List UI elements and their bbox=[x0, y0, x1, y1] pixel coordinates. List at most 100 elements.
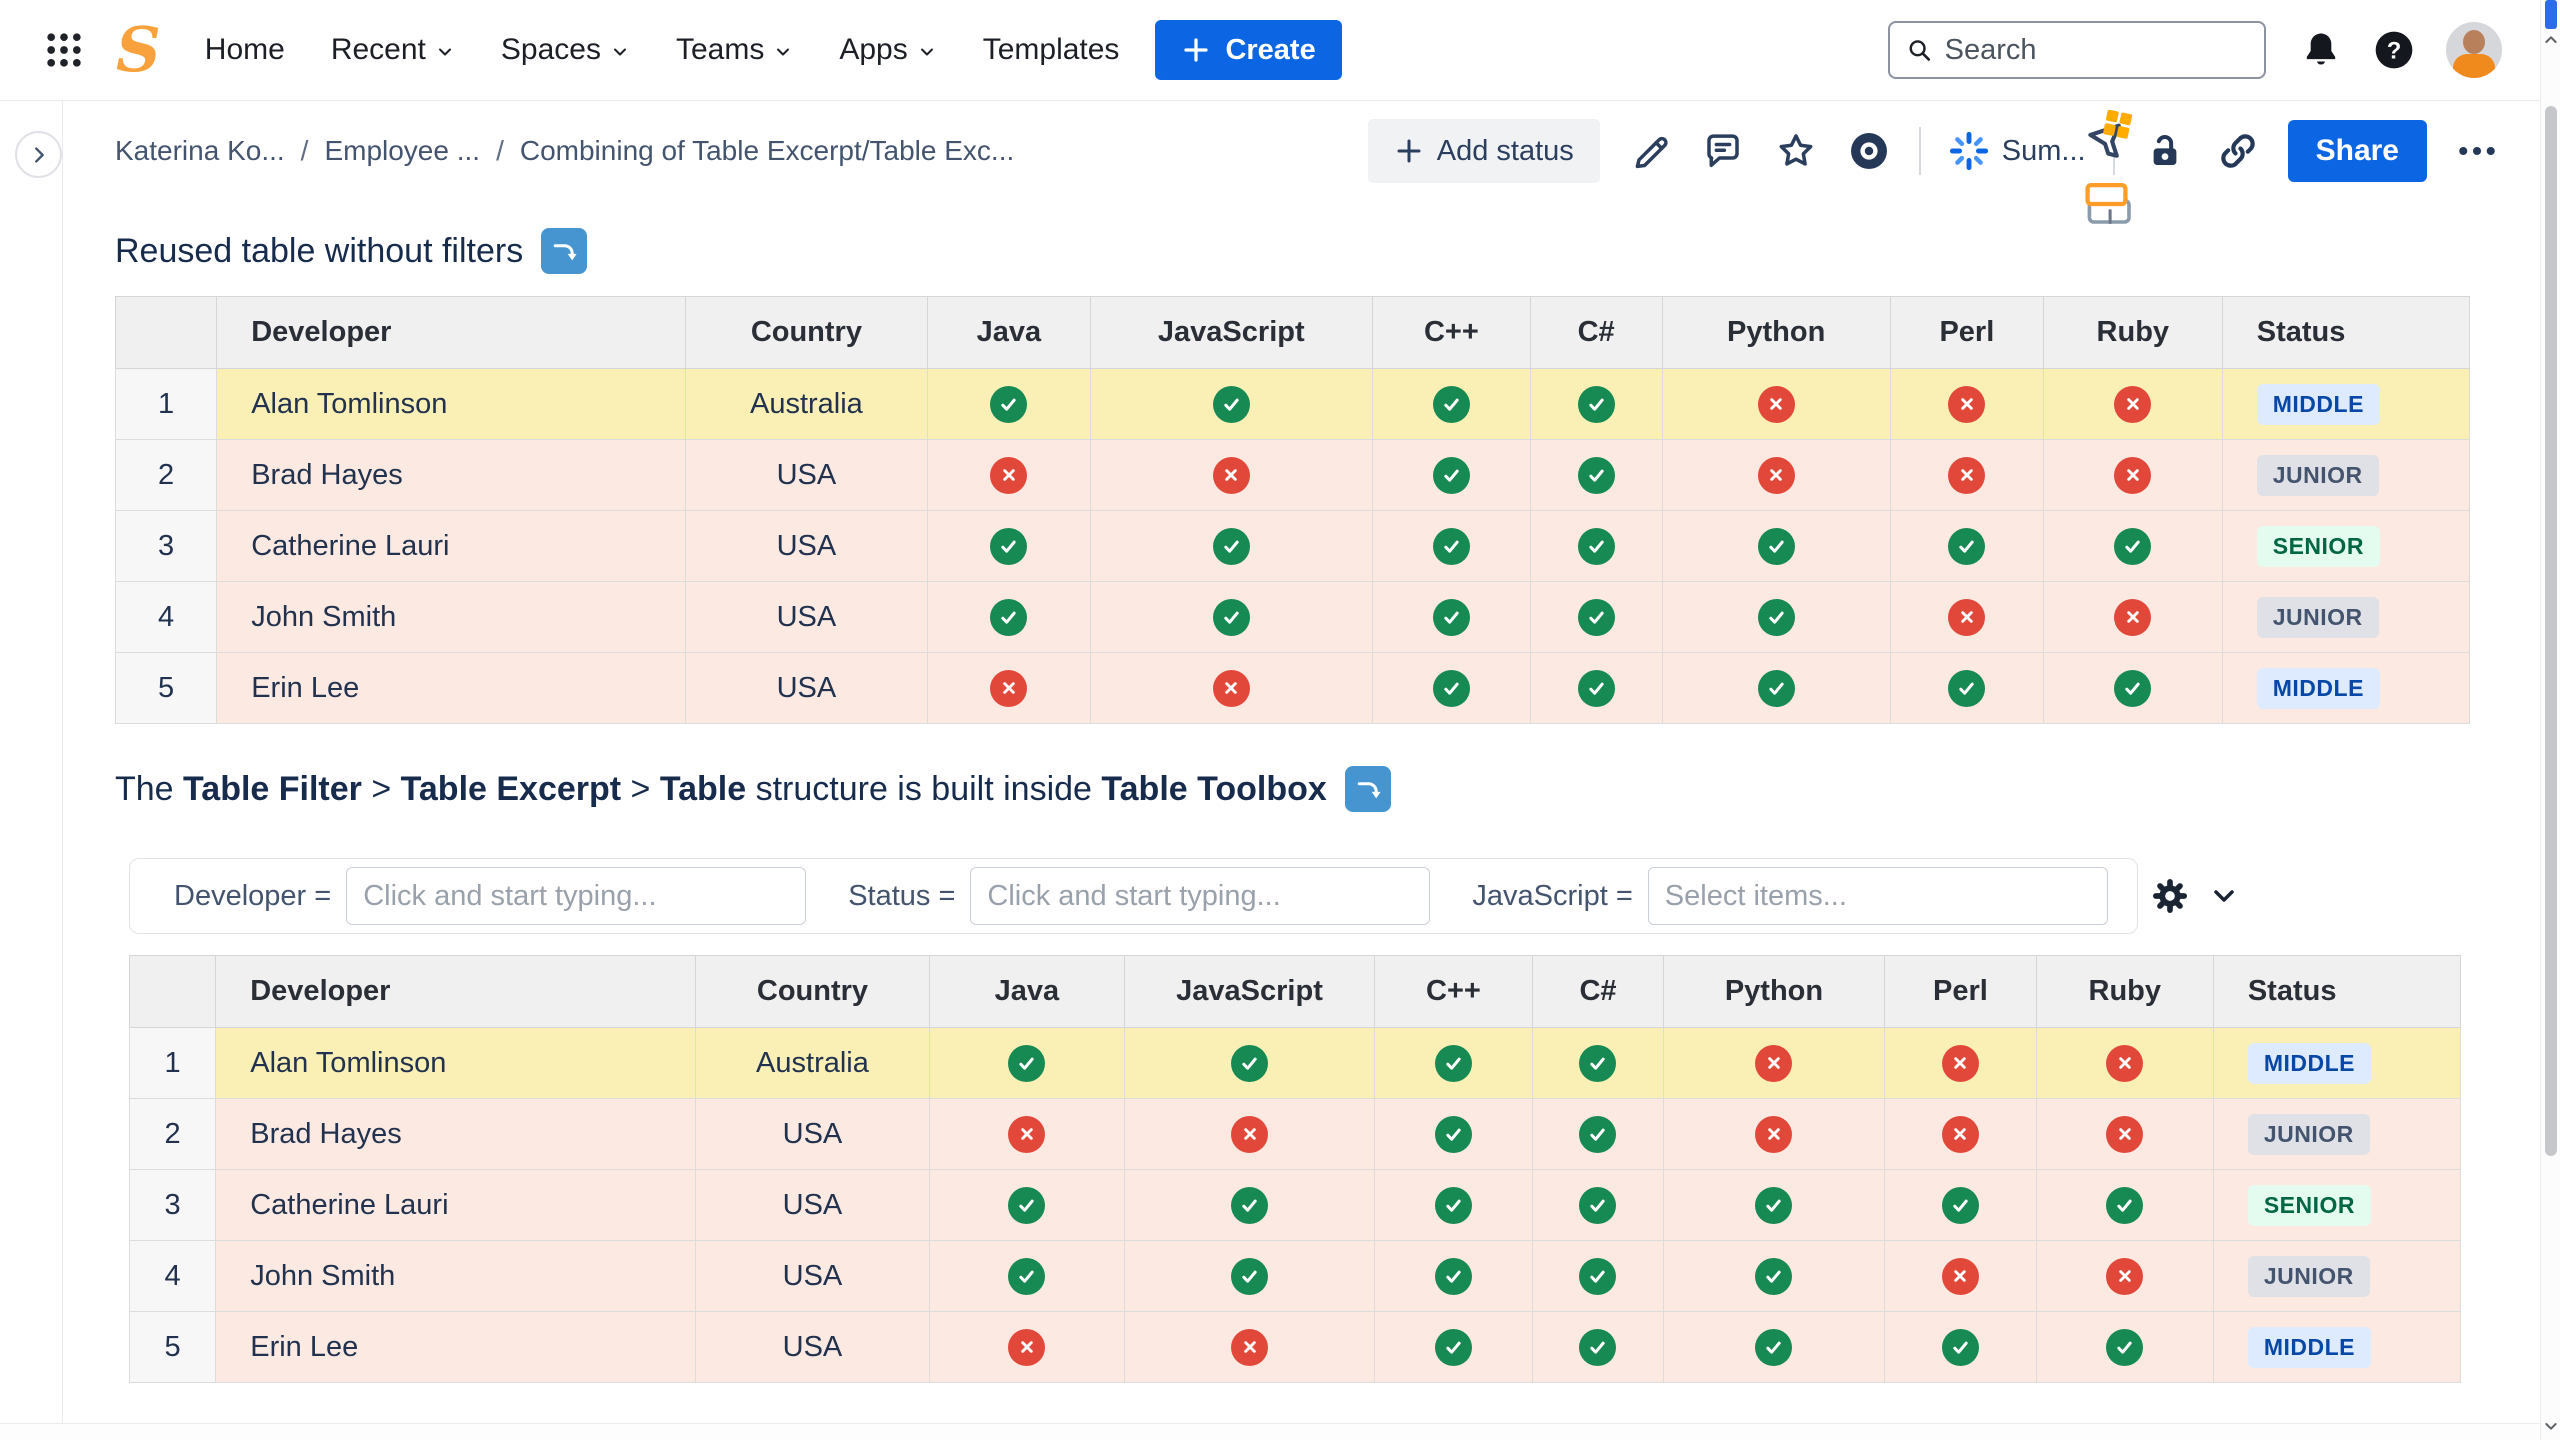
nav-item-recent[interactable]: Recent bbox=[331, 33, 455, 67]
check-icon bbox=[1763, 1266, 1784, 1287]
copy-link-icon[interactable] bbox=[2215, 128, 2261, 174]
country-cell: Australia bbox=[696, 1028, 929, 1099]
skill-cell-ruby bbox=[2043, 582, 2222, 653]
country-cell: USA bbox=[685, 653, 927, 724]
filter-input[interactable] bbox=[346, 867, 806, 925]
help-icon[interactable]: ? bbox=[2372, 28, 2416, 72]
breadcrumb-item[interactable]: Combining of Table Excerpt/Table Exc... bbox=[520, 135, 1014, 167]
share-button[interactable]: Share bbox=[2288, 120, 2427, 182]
country-cell: USA bbox=[696, 1312, 929, 1383]
user-avatar[interactable] bbox=[2446, 22, 2502, 78]
check-circle-icon bbox=[1578, 528, 1615, 565]
cross-icon bbox=[1222, 679, 1240, 697]
skill-cell-python bbox=[1663, 1028, 1884, 1099]
country-cell: Australia bbox=[685, 369, 927, 440]
column-header-c: C++ bbox=[1373, 297, 1531, 369]
check-circle-icon bbox=[1433, 386, 1470, 423]
filtered-table: DeveloperCountryJavaJavaScriptC++C#Pytho… bbox=[129, 955, 2461, 1383]
cross-icon bbox=[1958, 608, 1976, 626]
brand-logo[interactable]: S bbox=[116, 19, 161, 81]
check-circle-icon bbox=[1578, 670, 1615, 707]
table-header-row: DeveloperCountryJavaJavaScriptC++C#Pytho… bbox=[130, 956, 2461, 1028]
breadcrumb-item[interactable]: Katerina Ko... bbox=[115, 135, 285, 167]
skill-cell-perl bbox=[1885, 1099, 2037, 1170]
horizontal-scrollbar-track[interactable] bbox=[0, 1423, 2540, 1440]
search-box[interactable] bbox=[1888, 21, 2266, 79]
plus-icon bbox=[1181, 35, 1211, 65]
section-title-structure: The Table Filter > Table Excerpt > Table… bbox=[115, 766, 1391, 812]
star-favorite-icon[interactable] bbox=[1773, 128, 1819, 174]
comment-icon[interactable] bbox=[1700, 128, 1746, 174]
vertical-scrollbar-thumb[interactable] bbox=[2545, 106, 2557, 1156]
filter-label: Status = bbox=[848, 880, 955, 913]
table-excerpt-include-macro-icon[interactable] bbox=[541, 228, 587, 274]
add-status-button[interactable]: Add status bbox=[1368, 119, 1600, 183]
scroll-down-arrow[interactable] bbox=[2541, 1416, 2560, 1436]
table-filter-plugin-icon[interactable] bbox=[2083, 110, 2139, 169]
unlock-restrictions-icon[interactable] bbox=[2142, 128, 2188, 174]
create-button[interactable]: Create bbox=[1155, 20, 1341, 80]
skill-cell-perl bbox=[1885, 1241, 2037, 1312]
table-toolbox-macro-icon[interactable] bbox=[1345, 766, 1391, 812]
column-header-c: C++ bbox=[1374, 956, 1533, 1028]
ai-summarize-button[interactable]: Sum... bbox=[1948, 130, 2086, 172]
heading-text-part: > bbox=[362, 770, 401, 808]
breadcrumb-item[interactable]: Employee ... bbox=[324, 135, 480, 167]
table-toolbox-plugin-icon[interactable] bbox=[2083, 177, 2139, 234]
cross-circle-icon bbox=[1758, 386, 1795, 423]
nav-item-templates[interactable]: Templates bbox=[983, 33, 1120, 67]
nav-item-home[interactable]: Home bbox=[205, 33, 285, 67]
filter-input[interactable] bbox=[1648, 867, 2108, 925]
filter-settings-gear-icon[interactable] bbox=[2150, 876, 2190, 916]
skill-cell-javascript bbox=[1090, 511, 1372, 582]
filter-collapse-chevron-icon[interactable] bbox=[2208, 880, 2240, 912]
column-header-country: Country bbox=[696, 956, 929, 1028]
check-circle-icon bbox=[1578, 599, 1615, 636]
nav-item-apps[interactable]: Apps bbox=[839, 33, 936, 67]
skill-cell-javascript bbox=[1125, 1312, 1374, 1383]
filter-fields: Developer =Status =JavaScript = bbox=[174, 867, 2150, 925]
nav-item-spaces[interactable]: Spaces bbox=[501, 33, 630, 67]
check-circle-icon bbox=[1231, 1045, 1268, 1082]
country-cell: USA bbox=[696, 1241, 929, 1312]
cross-icon bbox=[1000, 679, 1018, 697]
create-button-label: Create bbox=[1225, 34, 1315, 67]
edit-pencil-icon[interactable] bbox=[1627, 128, 1673, 174]
nav-item-teams[interactable]: Teams bbox=[676, 33, 793, 67]
chevron-down-icon bbox=[435, 42, 455, 62]
filter-group: Developer = bbox=[174, 867, 806, 925]
skill-cell-java bbox=[928, 582, 1090, 653]
status-badge: MIDDLE bbox=[2248, 1043, 2371, 1084]
cross-icon bbox=[1222, 466, 1240, 484]
cross-circle-icon bbox=[2114, 599, 2151, 636]
filter-input[interactable] bbox=[970, 867, 1430, 925]
vertical-scrollbar-track[interactable] bbox=[2540, 0, 2560, 1440]
expand-sidebar-button[interactable] bbox=[15, 131, 62, 178]
check-circle-icon bbox=[1579, 1045, 1616, 1082]
skill-cell-java bbox=[929, 1312, 1125, 1383]
watch-eye-icon[interactable] bbox=[1846, 128, 1892, 174]
skill-cell-perl bbox=[1885, 1028, 2037, 1099]
notifications-bell-icon[interactable] bbox=[2300, 29, 2342, 71]
search-input[interactable] bbox=[1945, 34, 2248, 67]
check-circle-icon bbox=[1433, 528, 1470, 565]
cross-icon bbox=[2124, 466, 2142, 484]
column-header-perl: Perl bbox=[1890, 297, 2043, 369]
app-switcher-icon[interactable] bbox=[38, 24, 90, 76]
skill-cell-c bbox=[1533, 1312, 1664, 1383]
developer-cell: Catherine Lauri bbox=[217, 511, 685, 582]
check-circle-icon bbox=[1942, 1329, 1979, 1366]
row-number-cell: 1 bbox=[130, 1028, 216, 1099]
nav-item-label: Templates bbox=[983, 33, 1120, 67]
primary-nav: Home Recent Spaces Teams Apps Templates bbox=[205, 33, 1120, 67]
check-circle-icon bbox=[1758, 599, 1795, 636]
check-circle-icon bbox=[2106, 1329, 2143, 1366]
check-icon bbox=[1586, 465, 1607, 486]
skill-cell-c bbox=[1374, 1312, 1533, 1383]
check-circle-icon bbox=[1231, 1187, 1268, 1224]
scroll-up-arrow[interactable] bbox=[2541, 30, 2560, 50]
check-icon bbox=[1587, 1195, 1608, 1216]
more-actions-icon[interactable] bbox=[2454, 128, 2500, 174]
nav-item-label: Home bbox=[205, 33, 285, 67]
column-header-status: Status bbox=[2213, 956, 2460, 1028]
